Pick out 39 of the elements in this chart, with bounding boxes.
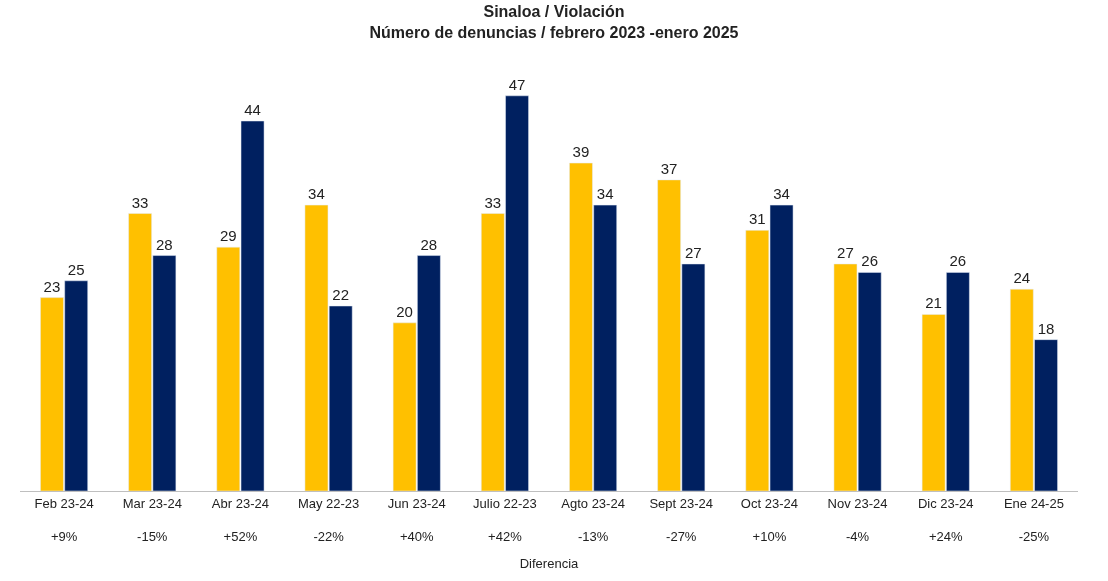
data-label: 33 [131,193,149,211]
data-label: 27 [685,243,702,261]
data-label: 23 [43,277,61,295]
category-label: Oct 23-24 +10% [740,495,798,545]
data-label: 26 [861,252,879,270]
category-label: Ene 24-25 -25% [1003,495,1064,545]
data-label: 22 [332,286,350,304]
chart-title: Sinaloa / Violación [483,3,625,21]
x-axis-title: Diferencia [519,556,580,571]
data-label: 34 [596,185,614,203]
data-label: 33 [484,193,502,211]
category-label: Agto 23-24 -13% [561,495,625,545]
category-label: May 22-23 -22% [297,495,360,545]
category-label: Jun 23-24 +40% [387,495,446,545]
data-label: 20 [396,302,413,320]
data-label: 34 [773,185,790,203]
data-label: 34 [308,185,325,203]
data-label: 26 [949,252,967,270]
data-label: 44 [244,101,261,119]
data-label: 18 [1037,319,1055,337]
category-label: Abr 23-24 +52% [211,495,269,545]
category-label: Mar 23-24 -15% [122,495,182,545]
category-label: Sept 23-24 -27% [649,495,714,545]
data-label: 47 [508,75,526,93]
data-label: 29 [219,227,237,245]
data-label: 25 [67,260,85,278]
data-label: 39 [572,143,590,161]
data-label: 37 [660,159,678,177]
data-label: 24 [1013,269,1031,287]
data-label: 28 [156,235,173,253]
chart-subtitle: Número de denuncias / febrero 2023 -enero 2025 [369,24,739,42]
category-label: Dic 23-24 +24% [917,495,974,545]
data-label: 28 [420,235,438,253]
data-label: 31 [748,210,766,228]
data-label: 27 [837,243,854,261]
category-label: Nov 23-24 -4% [827,495,888,545]
data-label: 21 [925,294,942,312]
category-label: Feb 23-24 +9% [34,495,94,545]
category-label: Julio 22-23 +42% [473,495,537,545]
